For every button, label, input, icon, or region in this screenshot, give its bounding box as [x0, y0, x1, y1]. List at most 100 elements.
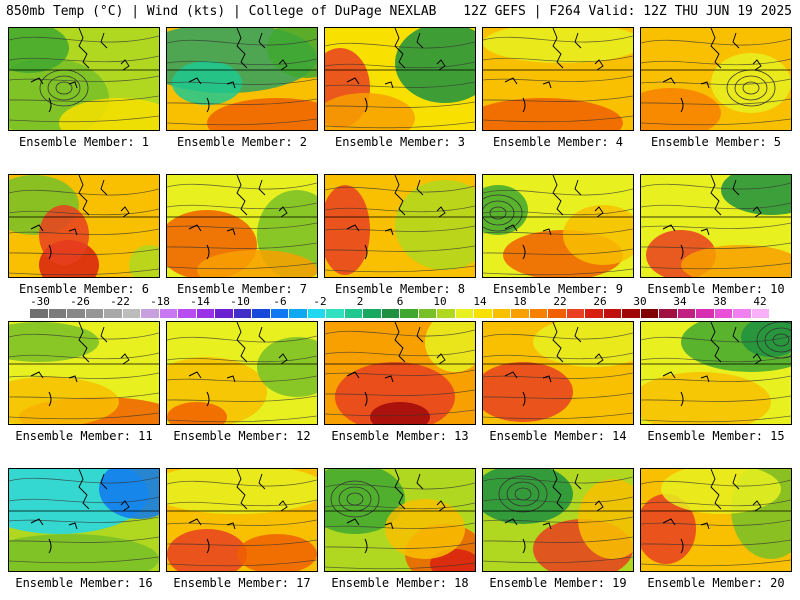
- geographic-feature: [504, 518, 552, 554]
- temperature-contour-fill: [39, 205, 89, 265]
- colorbar-swatch: [603, 309, 622, 318]
- height-contour-line: [325, 121, 475, 129]
- temperature-field: [641, 175, 791, 277]
- height-contour-line: [641, 355, 791, 363]
- ensemble-member-map: [8, 321, 160, 425]
- temperature-contour-fill: [385, 499, 465, 559]
- colorbar-tick-label: 14: [473, 295, 487, 308]
- ensemble-member-map: [482, 468, 634, 572]
- height-contour-line: [9, 352, 159, 360]
- height-contour-line: [641, 519, 791, 526]
- temperature-contour-fill: [641, 88, 721, 130]
- colorbar-tick-label: 2: [356, 295, 364, 308]
- temperature-contour-fill: [237, 534, 317, 571]
- height-contour-line: [9, 268, 159, 276]
- coastline: [710, 175, 762, 218]
- closed-height-contour: [346, 492, 364, 506]
- temperature-field: [325, 322, 475, 424]
- height-contour-line: [167, 262, 317, 270]
- temperature-contour-fill: [197, 250, 317, 277]
- temperature-contour-fill: [563, 205, 633, 265]
- height-contour-line: [167, 38, 317, 46]
- closed-height-contour: [742, 81, 760, 95]
- height-contour-line: [483, 95, 633, 102]
- height-contour-line: [325, 502, 475, 510]
- height-contour-line: [483, 412, 633, 420]
- ensemble-member-map: [324, 321, 476, 425]
- height-contour-line: [167, 335, 317, 343]
- closed-height-contour: [47, 75, 81, 101]
- colorbar-swatch: [270, 309, 289, 318]
- geographic-feature: [346, 371, 394, 407]
- temperature-contour-fill: [9, 377, 119, 424]
- ensemble-member-label: Ensemble Member: 5: [650, 135, 782, 149]
- temperature-field: [325, 28, 475, 130]
- height-contour-line: [325, 369, 475, 376]
- temperature-field: [167, 469, 317, 571]
- colorbar-tick-label: 34: [673, 295, 687, 308]
- closed-height-contour: [756, 322, 791, 359]
- height-contour-line: [483, 332, 633, 340]
- ensemble-member-map: [640, 321, 792, 425]
- colorbar-swatch: [529, 309, 548, 318]
- coastline: [710, 469, 762, 512]
- temperature-contour-fill: [267, 28, 317, 78]
- colorbar-swatch: [30, 309, 49, 318]
- height-contour-line: [483, 55, 633, 63]
- coastline: [394, 469, 446, 512]
- closed-height-contour: [498, 475, 548, 513]
- colorbar-tick-label: -6: [273, 295, 287, 308]
- colorbar-swatch: [733, 309, 752, 318]
- height-contour-line: [325, 225, 475, 232]
- colorbar-swatch: [67, 309, 86, 318]
- height-contour-line: [325, 542, 475, 549]
- geographic-feature: [504, 371, 552, 407]
- geographic-feature: [662, 371, 710, 407]
- colorbar-swatch: [585, 309, 604, 318]
- coastline: [394, 175, 446, 218]
- closed-height-contour: [330, 480, 380, 518]
- height-contour-line: [325, 61, 475, 69]
- closed-height-contour: [489, 206, 507, 220]
- ensemble-member-map: [166, 27, 318, 131]
- temperature-contour-fill: [325, 469, 405, 534]
- colorbar-swatch: [233, 309, 252, 318]
- ensemble-member-map: [324, 174, 476, 278]
- temperature-contour-fill: [711, 53, 791, 113]
- height-contour-line: [483, 372, 633, 379]
- height-contour-line: [483, 496, 633, 504]
- geographic-feature: [662, 77, 710, 113]
- ensemble-member-label: Ensemble Member: 4: [492, 135, 624, 149]
- coastline: [394, 28, 446, 71]
- colorbar-tick-label: 10: [433, 295, 447, 308]
- height-contour-line: [9, 556, 159, 564]
- map-title: 850mb Temp (°C) | Wind (kts) | College o…: [6, 4, 437, 19]
- coastline: [236, 28, 288, 71]
- height-contour-line: [483, 268, 633, 276]
- colorbar-tick-label: -22: [110, 295, 130, 308]
- ensemble-member-label: Ensemble Member: 20: [647, 576, 785, 590]
- ensemble-member-map: [640, 27, 792, 131]
- colorbar-swatch: [344, 309, 363, 318]
- height-contour-line: [483, 248, 633, 255]
- temperature-contour-fill: [325, 185, 370, 275]
- temperature-contour-fill: [370, 402, 430, 424]
- temperature-contour-fill: [99, 469, 159, 519]
- colorbar-tick-label: -14: [190, 295, 210, 308]
- geographic-feature: [188, 77, 236, 113]
- geographic-feature: [346, 77, 394, 113]
- temperature-field: [167, 175, 317, 277]
- coastline: [78, 469, 130, 512]
- height-contour-line: [641, 539, 791, 546]
- height-contour-line: [167, 78, 317, 85]
- closed-height-contour: [483, 194, 523, 232]
- height-contour-line: [325, 185, 475, 193]
- temperature-colorbar: -30 -26 -22 -18 -14 -10 -6 -2 2 6 10 14 18 22 26 30 34 38…: [10, 295, 790, 322]
- temperature-contour-fill: [641, 372, 771, 424]
- ensemble-member-label: Ensemble Member: 12: [173, 429, 311, 443]
- colorbar-swatch: [178, 309, 197, 318]
- height-contour-line: [641, 499, 791, 507]
- colorbar-swatch: [751, 309, 770, 318]
- ensemble-member-map: [8, 468, 160, 572]
- temperature-contour-fill: [257, 337, 317, 397]
